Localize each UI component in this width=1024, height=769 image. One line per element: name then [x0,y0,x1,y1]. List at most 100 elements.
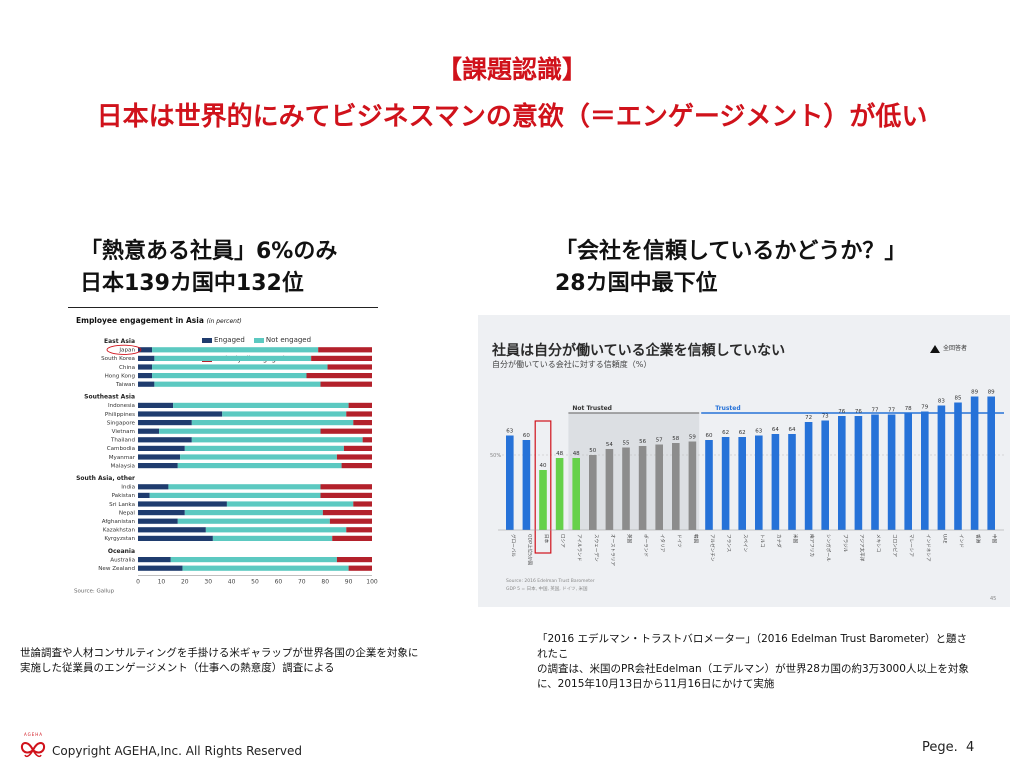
bar-segment [191,420,354,426]
edelman-page-no: 45 [990,596,996,602]
group-label: East Asia [104,338,135,345]
bar [755,435,763,530]
bar-value-label: 64 [789,427,796,433]
logo-text: AGEHA [24,732,44,737]
butterfly-logo-icon [20,742,46,758]
x-category-label: シンガポール [825,534,832,562]
x-category-label: カナダ [775,534,782,548]
bar [921,411,929,530]
row-label: Thailand [110,438,135,444]
row-label: Malaysia [111,463,135,469]
row-label: Afghanistan [102,519,136,525]
bar-segment [332,535,372,541]
row-label: Sri Lanka [109,502,135,508]
legend-not-engaged: Not engaged [253,336,311,344]
row-label: South Korea [101,356,135,362]
row-label: New Zealand [98,566,135,572]
group-label: Southeast Asia [84,394,135,401]
row-label: Myanmar [109,455,136,461]
bar-segment [159,428,321,434]
bar [522,440,531,530]
bar-segment [180,454,337,460]
bar-value-label: 62 [722,430,729,436]
bar-value-label: 58 [672,436,679,442]
x-category-label: メキシコ [875,534,881,552]
bar-segment [177,463,342,469]
edelman-chart-svg: Not Trusted Trusted 50% 63 グローバル 60 GDP上位5か国 40… [490,390,1004,602]
row-label: Hong Kong [105,373,136,379]
bar-segment [154,381,321,387]
row-label: Kazakhstan [103,528,136,534]
bar-segment [138,373,153,379]
bar-segment [177,518,330,524]
bar [871,414,879,530]
x-category-label: ドイツ [676,534,681,548]
bar-segment [226,501,354,507]
bar-segment [322,510,372,516]
bar-segment [222,411,347,417]
bar [672,443,680,530]
bar-value-label: 63 [755,429,762,435]
bar-segment [152,347,319,353]
bar-value-label: 62 [739,430,746,436]
bar-segment [191,437,363,443]
gallup-chart-title: Employee engagement in Asia (in percent) [76,316,242,325]
x-category-label: インド [958,534,963,548]
x-category-label: イタリア [659,534,666,553]
slide-title: 【課題認識】 [436,55,587,84]
bar-segment [138,484,169,490]
bar [605,449,614,530]
bar [804,422,813,530]
bar-segment [348,402,372,408]
bar-segment [138,381,155,387]
bar-segment [318,347,372,353]
edelman-footnote: GDP 5 = 日本, 中国, 英国, ドイツ, 米国 [506,585,588,592]
bar-segment [346,411,372,417]
bar-segment [138,445,185,451]
bar-segment [138,510,185,516]
bar-value-label: 48 [573,451,580,457]
bar-segment [138,565,183,571]
row-label: Taiwan [115,382,135,388]
row-label: Nepal [119,510,136,516]
bar-segment [348,565,372,571]
bar [589,455,597,530]
group-label: Oceania [108,548,135,555]
bar-value-label: 64 [772,427,779,433]
bar-segment [320,381,372,387]
bar [937,405,946,530]
bar [954,402,962,530]
right-note-line2: の調査は、米国のPR会社Edelman（エデルマン）が世界28カ国の約3万300… [537,663,969,675]
bar [705,440,713,530]
x-category-label: コロンビア [892,534,899,557]
bar-segment [346,527,372,533]
edelman-legend: 全回答者 [930,343,967,353]
x-category-label: 中国 [991,534,998,544]
bar [838,416,846,530]
bar-segment [182,565,349,571]
right-note: 「2016 エデルマン・トラストバロメーター」（2016 Edelman Tru… [537,632,977,692]
bar-segment [329,518,372,524]
bar-segment [170,557,337,563]
bar-value-label: 63 [506,429,513,435]
bar [738,437,746,530]
x-category-label: UAE [941,534,947,544]
x-category-label: ロシア [560,534,566,548]
bar [638,446,647,530]
bar-value-label: 59 [689,435,696,441]
left-heading-line1: 「熱意ある社員」6%のみ [80,239,338,264]
bar-segment [138,364,153,370]
row-label: Kyrgyzstan [104,536,135,542]
bar-segment [138,463,178,469]
bar [970,396,979,530]
bar-value-label: 73 [822,414,829,420]
bar-value-label: 60 [523,433,530,439]
gallup-chart-svg: East Asia Japan South Korea China Hong Kong T… [74,338,378,595]
bar-value-label: 78 [905,406,912,412]
bar-segment [184,510,323,516]
bar-value-label: 57 [656,438,663,444]
bar-segment [341,463,372,469]
bar [904,413,912,530]
slide-subtitle: 日本は世界的にみてビジネスマンの意欲（＝エンゲージメント）が低い [96,102,928,132]
zone-label-not-trusted: Not Trusted [572,405,612,412]
